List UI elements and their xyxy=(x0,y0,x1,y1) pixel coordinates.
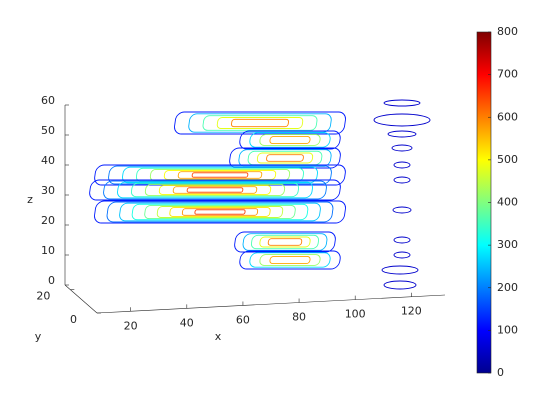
contour-line xyxy=(393,251,411,259)
z-tick-label: 40 xyxy=(41,154,55,167)
contour-line xyxy=(391,144,413,152)
contour-line xyxy=(373,113,431,127)
z-tick-label: 20 xyxy=(41,214,55,227)
contour-line xyxy=(94,200,346,224)
x-tick-label: 80 xyxy=(292,311,306,324)
contour-line xyxy=(216,117,304,129)
y-tick-label: 20 xyxy=(36,290,50,303)
contour-line xyxy=(231,118,289,128)
contour-line xyxy=(186,187,244,193)
colorbar-tick-label: 700 xyxy=(497,68,518,81)
contour-line xyxy=(256,152,314,164)
contour-line xyxy=(259,134,321,146)
z-tick-label: 30 xyxy=(41,184,55,197)
contour-line xyxy=(156,206,284,218)
contour-line xyxy=(239,130,341,150)
x-tick-label: 40 xyxy=(180,316,194,329)
contour-line xyxy=(131,203,309,221)
contour-line xyxy=(94,164,346,186)
contour-line xyxy=(393,236,411,244)
contour-line xyxy=(202,115,318,131)
contour-line xyxy=(393,176,411,184)
contour-line xyxy=(188,113,332,133)
contour-line xyxy=(234,231,336,253)
contour-line xyxy=(383,99,421,107)
contour-line xyxy=(239,250,341,270)
z-label: z xyxy=(27,193,33,206)
colorbar-tick-label: 600 xyxy=(497,110,518,123)
contour-line xyxy=(117,181,313,199)
x-axis xyxy=(96,294,446,314)
x-tick-label: 60 xyxy=(236,313,250,326)
y-label: y xyxy=(35,330,42,343)
contour-line xyxy=(103,180,327,200)
y-axis xyxy=(64,284,98,314)
contour-line xyxy=(177,171,263,179)
colorbar-tick-label: 0 xyxy=(497,366,504,379)
contour-line xyxy=(106,201,334,223)
contour-line xyxy=(119,202,321,222)
contour-line xyxy=(250,234,320,250)
contour-line xyxy=(393,161,411,169)
x-tick-label: 100 xyxy=(345,308,366,321)
colorbar-tick-label: 300 xyxy=(497,238,518,251)
contour-line xyxy=(242,233,328,251)
contour-line xyxy=(89,179,341,201)
contour-line xyxy=(122,166,318,184)
x-tick-label: 120 xyxy=(401,305,422,318)
contour-line xyxy=(259,236,311,248)
contour-line xyxy=(387,130,417,138)
contour-line xyxy=(163,170,277,180)
contour-line xyxy=(266,154,304,162)
contour-line xyxy=(269,135,311,145)
z-tick-label: 50 xyxy=(41,124,55,137)
colorbar-tick-label: 100 xyxy=(497,323,518,336)
contour-line xyxy=(158,185,272,195)
contour-line xyxy=(259,254,321,266)
contour-line xyxy=(135,167,305,183)
colorbar-tick-label: 800 xyxy=(497,25,518,38)
x-label: x xyxy=(215,330,222,343)
contour-line xyxy=(249,132,331,148)
y-tick-label: 0 xyxy=(70,313,77,326)
z-tick-label: 10 xyxy=(41,244,55,257)
contour-line xyxy=(174,111,346,135)
contour-line xyxy=(381,265,419,275)
contour-line xyxy=(169,207,271,217)
contour-line xyxy=(392,206,412,214)
contour-line xyxy=(172,186,258,194)
contour-line xyxy=(249,252,331,268)
contour-line xyxy=(108,165,332,185)
contour-line xyxy=(194,209,246,215)
contour-line xyxy=(267,238,303,246)
contour-line xyxy=(144,183,286,197)
contour-line xyxy=(144,204,296,220)
x-tick-label: 20 xyxy=(124,319,138,332)
z-tick-label: 0 xyxy=(48,274,55,287)
contour-line xyxy=(149,168,291,182)
contour-line xyxy=(181,208,259,216)
colorbar-tick-label: 500 xyxy=(497,153,518,166)
colorbar-tick-label: 200 xyxy=(497,281,518,294)
contour-line xyxy=(269,255,311,265)
contour-line xyxy=(130,182,300,198)
colorbar-tick-label: 400 xyxy=(497,196,518,209)
z-tick-label: 60 xyxy=(41,94,55,107)
contour-line xyxy=(383,280,417,290)
contour-line xyxy=(191,172,249,178)
